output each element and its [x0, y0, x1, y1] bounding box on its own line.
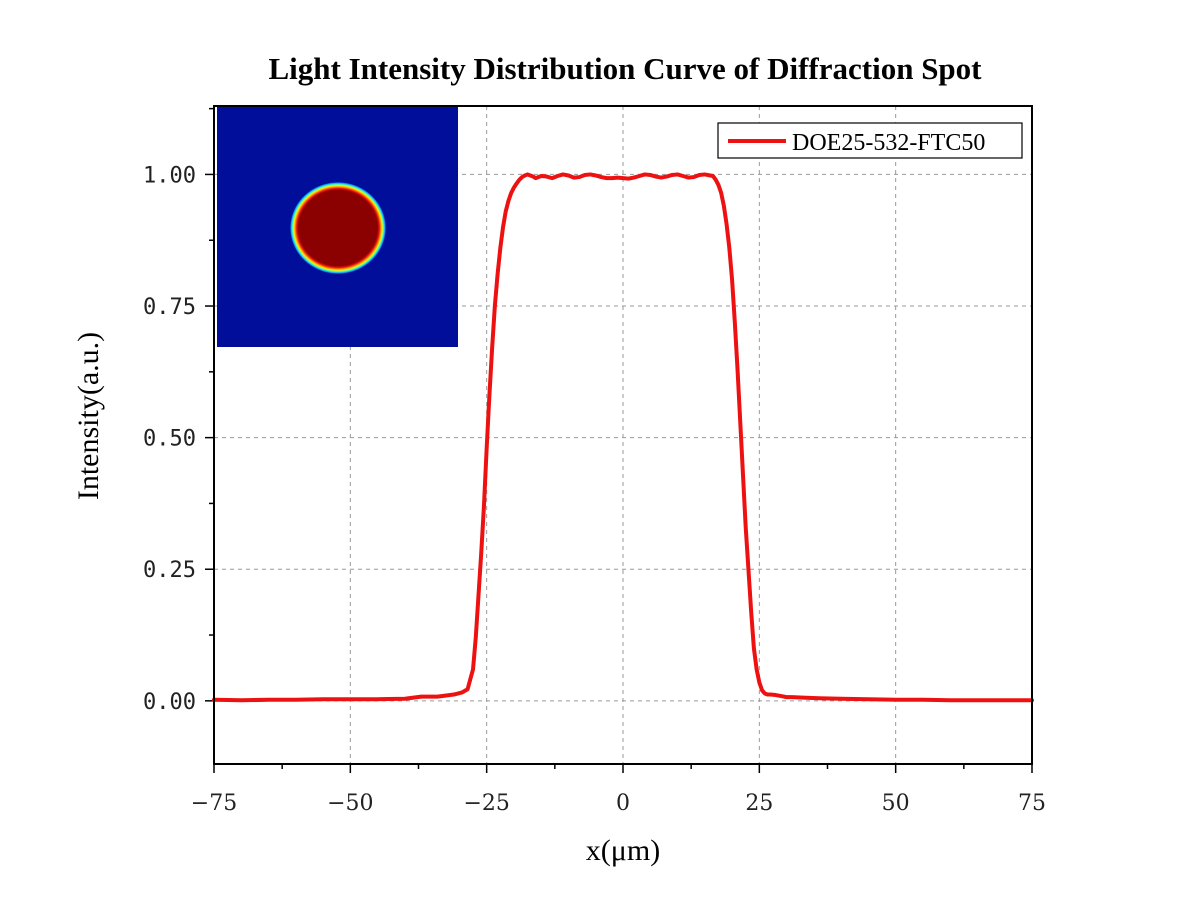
x-tick-label: −75	[191, 791, 237, 816]
inset-image	[217, 106, 458, 347]
axis-ticks	[205, 107, 1033, 773]
chart-title: Light Intensity Distribution Curve of Di…	[268, 51, 982, 86]
legend-label: DOE25-532-FTC50	[792, 130, 985, 156]
x-tick-label: 75	[1018, 791, 1046, 816]
y-tick-label: 0.50	[143, 427, 196, 452]
inset-diffraction-spot	[290, 182, 386, 274]
y-tick-label: 0.75	[143, 295, 196, 320]
x-tick-label: 25	[745, 791, 773, 816]
tick-labels: −75 −50 −25 0 25 50 75 0.00 0.25 0.50 0.75 1.00	[143, 163, 1046, 816]
x-tick-label: 0	[616, 791, 630, 816]
y-axis-label: Intensity(a.u.)	[72, 332, 105, 500]
y-tick-label: 0.00	[143, 690, 196, 715]
y-tick-label: 0.25	[143, 558, 196, 583]
x-tick-label: −50	[327, 791, 373, 816]
x-tick-label: 50	[882, 791, 910, 816]
series-line	[212, 172, 1034, 703]
y-tick-label: 1.00	[143, 163, 196, 188]
series-layer	[212, 172, 1034, 703]
legend: DOE25-532-FTC50	[717, 122, 1023, 159]
plot-frame	[213, 105, 1033, 765]
x-axis-label: x(μm)	[586, 834, 660, 867]
x-tick-label: −25	[463, 791, 509, 816]
